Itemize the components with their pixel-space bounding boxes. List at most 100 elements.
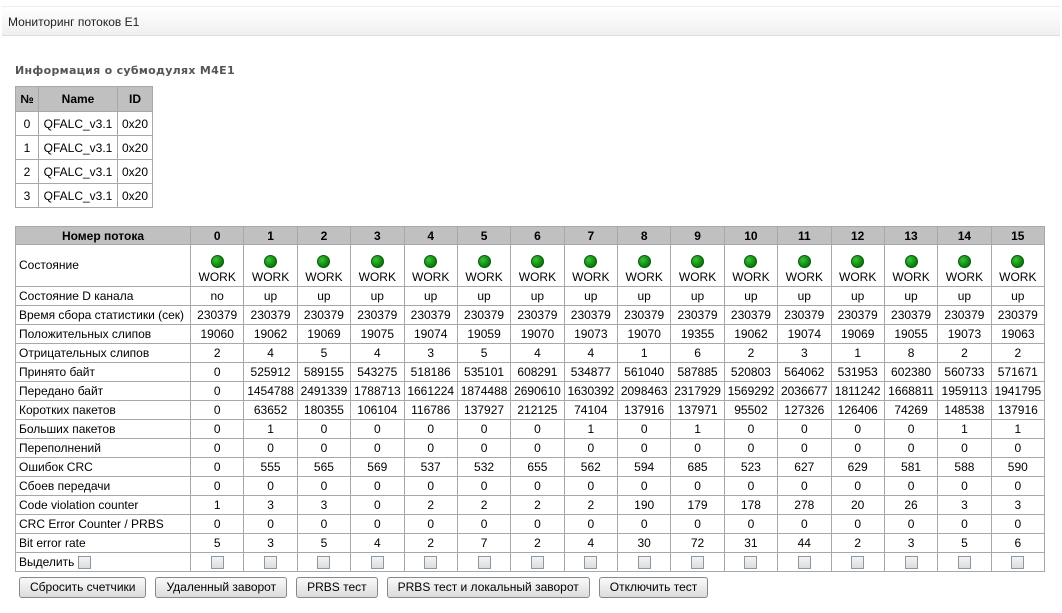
stream-state: WORK <box>830 244 885 287</box>
stat-value: 2098463 <box>616 381 672 401</box>
module-number: 1 <box>15 135 39 160</box>
stat-value: 1874488 <box>456 381 512 401</box>
module-number: 2 <box>15 159 39 184</box>
status-led-icon <box>957 255 971 268</box>
stat-value: 518186 <box>403 362 458 382</box>
stat-value: 0 <box>563 476 619 496</box>
stream-checkbox[interactable] <box>210 556 224 570</box>
stream-select-cell <box>990 552 1046 572</box>
stat-value: 0 <box>456 419 512 439</box>
stream-checkbox[interactable] <box>1011 556 1025 570</box>
stat-value: 20 <box>830 495 885 515</box>
stat-value: 0 <box>510 419 565 439</box>
stream-number: 1 <box>243 226 298 245</box>
stat-value: 0 <box>723 419 779 439</box>
stat-value: 0 <box>937 514 992 534</box>
stat-value: 178 <box>723 495 779 515</box>
stat-value: 1 <box>563 419 619 439</box>
select-row: Выделить <box>15 552 1046 572</box>
stream-checkbox[interactable] <box>530 556 544 570</box>
stream-select-cell <box>723 552 779 572</box>
prbs-local-loop-button[interactable]: PRBS тест и локальный заворот <box>386 577 590 598</box>
stat-row: Отрицательных слипов 2 4 5 4 3 5 4 4 1 6 2 3 1 8 2 2 <box>15 343 1046 363</box>
col-name: Name <box>38 86 118 112</box>
stream-checkbox[interactable] <box>957 556 971 570</box>
stream-checkbox[interactable] <box>851 556 865 570</box>
stream-select-cell <box>243 552 298 572</box>
stream-checkbox[interactable] <box>637 556 651 570</box>
stat-value: 0 <box>510 438 565 458</box>
stream-number: 2 <box>296 226 352 245</box>
stat-value: 629 <box>830 457 885 477</box>
stat-value: 0 <box>723 438 779 458</box>
stream-state: WORK <box>510 244 565 287</box>
state-text: WORK <box>305 270 343 284</box>
stream-checkbox[interactable] <box>317 556 331 570</box>
stat-value: 0 <box>510 514 565 534</box>
stream-checkbox[interactable] <box>744 556 758 570</box>
disable-test-button[interactable]: Отключить тест <box>598 577 709 598</box>
stat-value: 0 <box>830 419 885 439</box>
stat-value: no <box>189 286 245 306</box>
prbs-test-button[interactable]: PRBS тест <box>296 577 378 598</box>
stat-value: up <box>350 286 405 306</box>
stat-value: 127326 <box>777 400 832 420</box>
stat-value: 2 <box>563 495 619 515</box>
stat-value: 230379 <box>510 305 565 325</box>
stream-checkbox[interactable] <box>691 556 705 570</box>
stat-value: 564062 <box>777 362 832 382</box>
stat-value: 0 <box>670 476 725 496</box>
stat-row: Больших пакетов 0 1 0 0 0 0 0 1 0 1 0 0 0 0 1 1 <box>15 419 1046 439</box>
stat-value: 3 <box>243 495 298 515</box>
stat-value: 4 <box>563 533 619 553</box>
stat-value: 19075 <box>350 324 405 344</box>
stream-checkbox[interactable] <box>264 556 278 570</box>
stat-value: 19074 <box>777 324 832 344</box>
module-number: 3 <box>15 183 39 208</box>
stat-row: Bit error rate 5 3 5 4 2 7 2 4 30 72 31 44 2 3 5 6 <box>15 533 1046 553</box>
stat-value: 3 <box>937 495 992 515</box>
stat-value: 180355 <box>296 400 352 420</box>
stat-value: 190 <box>616 495 672 515</box>
stat-value: 0 <box>883 514 939 534</box>
stat-value: 5 <box>456 343 512 363</box>
stat-value: 19073 <box>937 324 992 344</box>
stream-checkbox[interactable] <box>477 556 491 570</box>
stat-value: 2690610 <box>510 381 565 401</box>
stream-checkbox[interactable] <box>370 556 384 570</box>
stat-value: 2 <box>723 343 779 363</box>
stat-row: Передано байт 0 1454788 2491339 1788713 16612… <box>15 381 1046 401</box>
stat-value: 0 <box>990 438 1046 458</box>
stat-value: 1661224 <box>403 381 458 401</box>
stat-value: 5 <box>189 533 245 553</box>
select-all-checkbox[interactable] <box>77 556 91 570</box>
stat-value: 2 <box>403 495 458 515</box>
stat-value: 0 <box>830 514 885 534</box>
row-label: Сбоев передачи <box>15 476 191 496</box>
stream-checkbox[interactable] <box>797 556 811 570</box>
modules-table: № Name ID 0 QFALC_v3.1 0x20 1 QFALC_v3.1 0x20… <box>15 86 153 208</box>
stream-checkbox[interactable] <box>424 556 438 570</box>
stat-value: 19070 <box>510 324 565 344</box>
stat-value: 0 <box>563 514 619 534</box>
stat-value: 0 <box>777 514 832 534</box>
stat-value: 0 <box>350 476 405 496</box>
stream-number: 0 <box>189 226 245 245</box>
stream-checkbox[interactable] <box>584 556 598 570</box>
stat-value: 0 <box>189 457 245 477</box>
stream-state: WORK <box>616 244 672 287</box>
stream-checkbox[interactable] <box>904 556 918 570</box>
stat-value: 0 <box>883 438 939 458</box>
row-label: Время сбора статистики (сек) <box>15 305 191 325</box>
status-led-icon <box>904 255 918 268</box>
stat-value: 0 <box>189 514 245 534</box>
status-led-icon <box>637 255 651 268</box>
stat-value: 19074 <box>403 324 458 344</box>
stat-value: 0 <box>510 476 565 496</box>
modules-heading: Информация о субмодулях M4E1 <box>15 64 235 77</box>
stat-row: Ошибок CRC 0 555 565 569 537 532 655 562 594 685 52… <box>15 457 1046 477</box>
select-all-cell: Выделить <box>15 552 191 572</box>
stat-value: 212125 <box>510 400 565 420</box>
remote-loop-button[interactable]: Удаленный заворот <box>155 577 288 598</box>
reset-counters-button[interactable]: Сбросить счетчики <box>19 577 147 598</box>
